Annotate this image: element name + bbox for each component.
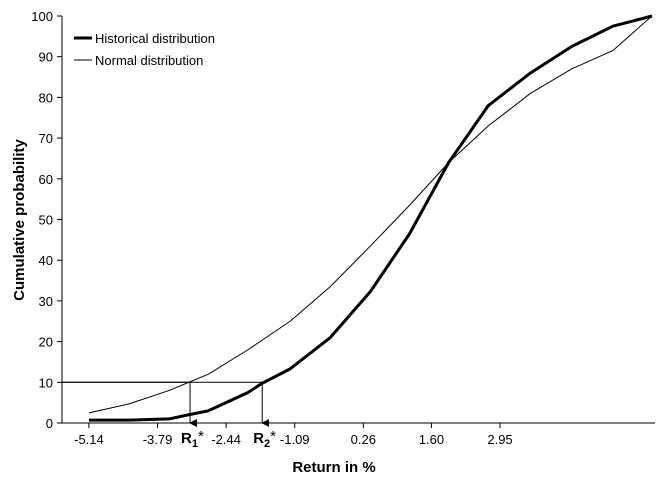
legend-label: Normal distribution [95, 53, 203, 68]
annotation-label: R1* [181, 428, 204, 450]
y-tick-label: 40 [39, 253, 53, 268]
y-tick-label: 50 [39, 213, 53, 228]
y-tick-label: 10 [39, 375, 53, 390]
x-tick-label: -1.09 [280, 432, 310, 447]
x-axis-title: Return in % [292, 459, 375, 476]
annotation-label: R2* [253, 428, 276, 450]
y-tick-label: 80 [39, 90, 53, 105]
x-tick-label: 2.95 [487, 432, 512, 447]
series-line [88, 15, 653, 414]
x-tick-label: 1.60 [419, 432, 444, 447]
legend-label: Historical distribution [95, 31, 215, 46]
y-tick-label: 100 [31, 9, 53, 24]
y-tick-label: 70 [39, 131, 53, 146]
y-axis-title: Cumulative probability [11, 139, 28, 301]
y-tick-label: 0 [46, 416, 53, 431]
annotation-letter: R [181, 430, 192, 447]
y-tick-label: 60 [39, 172, 53, 187]
annotation-subscript: 2 [264, 438, 270, 450]
x-tick-label: -3.79 [143, 432, 173, 447]
series-line [88, 14, 653, 422]
x-tick-label: 0.26 [351, 432, 376, 447]
x-tick-label: -2.44 [211, 432, 241, 447]
y-tick-label: 90 [39, 50, 53, 65]
y-tick-label: 30 [39, 294, 53, 309]
annotation-suffix: * [270, 428, 276, 445]
x-tick-label: -5.14 [74, 432, 104, 447]
annotation-suffix: * [198, 428, 204, 445]
annotation-subscript: 1 [192, 438, 198, 450]
y-tick-label: 20 [39, 335, 53, 350]
annotation-letter: R [253, 430, 264, 447]
